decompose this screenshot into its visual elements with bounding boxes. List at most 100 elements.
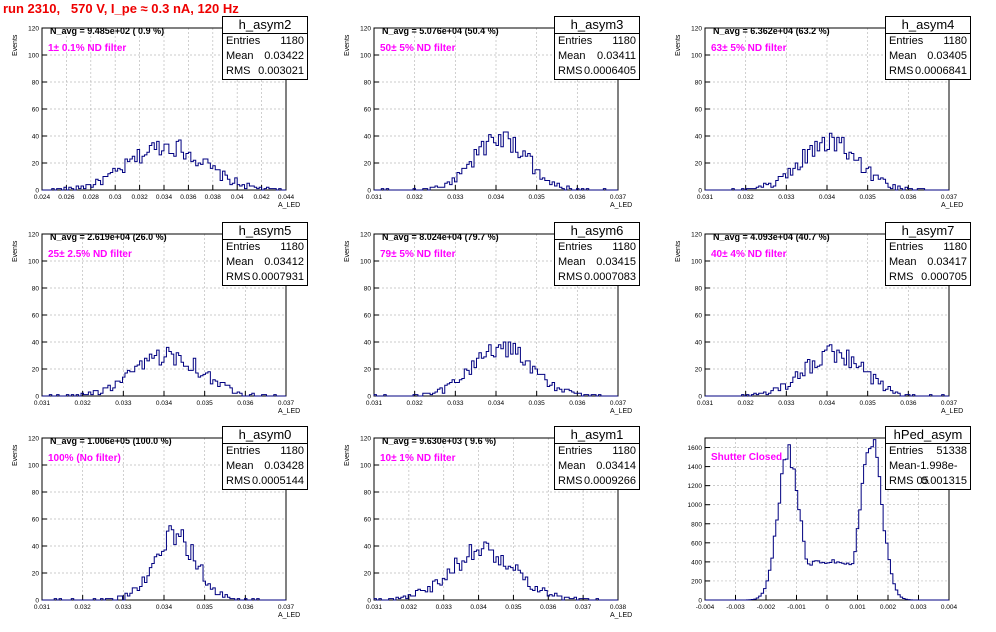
y-tick-label: 80 <box>695 80 703 87</box>
stats-row-entries: Entries 1180 <box>223 240 307 255</box>
histogram-plot: 0.031 0.032 0.033 0.034 0.035 0.036 0.037 0 20 40… <box>360 26 627 202</box>
x-tick-label: 0.033 <box>778 400 795 407</box>
x-tick-label: 0.036 <box>180 194 197 201</box>
x-axis-title: A_LED <box>610 408 633 415</box>
histogram-name: h_asym4 <box>886 17 970 34</box>
stats-row-rms: RMS 0.000705 <box>886 270 970 285</box>
histogram-line <box>373 341 618 397</box>
y-tick-label: 100 <box>28 259 39 266</box>
y-tick-label: 80 <box>32 80 40 87</box>
stats-label: Mean <box>226 50 254 62</box>
stats-label: Mean <box>558 460 586 472</box>
x-tick-label: 0.037 <box>278 604 295 611</box>
y-tick-label: 40 <box>32 340 40 347</box>
histogram-line <box>705 439 949 601</box>
stats-value: 0.03415 <box>596 256 636 268</box>
x-axis-title: A_LED <box>278 202 301 209</box>
stats-value: 1180 <box>612 241 636 253</box>
y-tick-label: 60 <box>695 313 703 320</box>
stats-label: Mean <box>558 50 586 62</box>
navg-label: N_avg = 1.006e+05 (100.0 %) <box>50 436 172 446</box>
stats-value: 1180 <box>612 445 636 457</box>
stats-label: RMS <box>558 475 583 487</box>
y-tick-label: 20 <box>32 367 40 374</box>
stats-row-entries: Entries 51338 <box>886 444 970 459</box>
y-axis-title: Events <box>344 240 351 262</box>
stats-value: -1.998e-05 <box>916 460 958 487</box>
histogram-line <box>705 132 949 191</box>
stats-value: 0.03428 <box>264 460 304 472</box>
y-tick-label: 120 <box>691 26 702 33</box>
x-tick-label: 0.002 <box>880 604 897 611</box>
x-tick-label: 0.004 <box>941 604 958 611</box>
navg-label: N_avg = 5.076e+04 (50.4 %) <box>382 26 499 36</box>
filter-label: 63± 5% ND filter <box>711 43 787 54</box>
histogram-name: h_asym7 <box>886 223 970 240</box>
histogram-panel-h-asym5: 0.031 0.032 0.033 0.034 0.035 0.036 0.037 0 20 40… <box>0 222 326 428</box>
x-axis-title: A_LED <box>278 408 301 415</box>
y-tick-label: 40 <box>32 544 40 551</box>
y-tick-label: 1000 <box>688 502 703 509</box>
y-tick-label: 100 <box>360 53 371 60</box>
y-tick-label: 0 <box>35 188 39 195</box>
x-tick-label: 0.034 <box>156 604 173 611</box>
y-tick-label: 60 <box>32 517 40 524</box>
y-tick-label: 80 <box>695 286 703 293</box>
x-tick-label: 0.033 <box>115 604 132 611</box>
histogram-name: hPed_asym <box>886 427 970 444</box>
stats-value: 0.0006841 <box>915 65 967 77</box>
navg-label: N_avg = 2.619e+04 (26.0 %) <box>50 232 167 242</box>
y-tick-label: 60 <box>364 517 372 524</box>
y-tick-label: 400 <box>691 559 702 566</box>
histogram-plot: 0.031 0.032 0.033 0.034 0.035 0.036 0.037 0.038… <box>360 436 626 612</box>
y-tick-label: 120 <box>691 232 702 239</box>
stats-label: Entries <box>558 35 593 47</box>
x-tick-label: 0.034 <box>819 194 836 201</box>
filter-label: 25± 2.5% ND filter <box>48 249 132 260</box>
y-tick-label: 60 <box>364 107 372 114</box>
y-tick-label: 20 <box>695 367 703 374</box>
histogram-line <box>373 541 618 601</box>
y-tick-label: 120 <box>360 232 371 239</box>
stats-value: 1180 <box>612 35 636 47</box>
x-tick-label: 0.035 <box>529 194 546 201</box>
histogram-plot: 0.031 0.032 0.033 0.034 0.035 0.036 0.037 0 20 40… <box>691 232 958 408</box>
stats-row-mean: Mean -1.998e-05 <box>886 459 970 487</box>
navg-label: N_avg = 4.093e+04 (40.7 %) <box>713 232 830 242</box>
x-tick-label: 0.037 <box>610 400 627 407</box>
stats-label: RMS <box>226 475 251 487</box>
y-tick-label: 80 <box>364 490 372 497</box>
x-tick-label: 0.035 <box>529 400 546 407</box>
stats-row-entries: Entries 1180 <box>555 34 639 49</box>
x-tick-label: 0.037 <box>941 194 958 201</box>
y-tick-label: 1600 <box>688 445 703 452</box>
filter-label: 40± 4% ND filter <box>711 249 787 260</box>
x-axis-title: A_LED <box>610 612 633 619</box>
x-tick-label: 0.037 <box>610 194 627 201</box>
x-tick-label: 0.04 <box>231 194 244 201</box>
x-tick-label: 0.036 <box>237 604 254 611</box>
filter-label: 10± 1% ND filter <box>380 453 456 464</box>
y-tick-label: 40 <box>695 340 703 347</box>
y-tick-label: 100 <box>28 53 39 60</box>
stats-label: RMS <box>558 271 583 283</box>
x-tick-label: 0.026 <box>58 194 75 201</box>
x-tick-label: 0.031 <box>697 400 714 407</box>
y-tick-label: 100 <box>691 53 702 60</box>
x-tick-label: 0.037 <box>941 400 958 407</box>
y-tick-label: 80 <box>364 286 372 293</box>
y-tick-label: 80 <box>364 80 372 87</box>
y-tick-label: 20 <box>364 367 372 374</box>
x-tick-label: 0.036 <box>237 400 254 407</box>
x-tick-label: -0.002 <box>757 604 776 611</box>
page-title: run 2310, 570 V, I_pe ≈ 0.3 nA, 120 Hz <box>3 1 239 16</box>
stats-value: 0.001315 <box>921 475 967 487</box>
y-tick-label: 120 <box>28 436 39 443</box>
y-tick-label: 120 <box>360 436 371 443</box>
x-tick-label: 0.031 <box>366 400 383 407</box>
filter-label: Shutter Closed <box>711 452 783 463</box>
y-tick-label: 40 <box>364 340 372 347</box>
x-tick-label: 0.033 <box>436 604 453 611</box>
histogram-plot: -0.004 -0.003 -0.002 -0.001 0 0.001 0.002 0.003… <box>688 437 958 611</box>
stats-label: Entries <box>889 445 924 457</box>
